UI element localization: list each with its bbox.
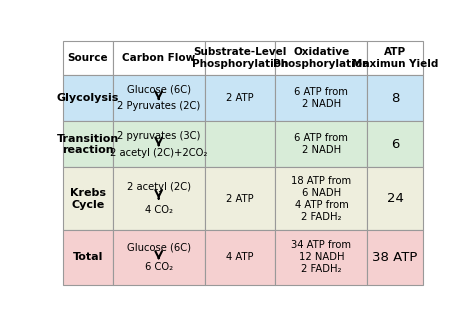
Text: 2 pyruvates (3C): 2 pyruvates (3C)	[117, 131, 201, 141]
Text: 34 ATP from
12 NADH
2 FADH₂: 34 ATP from 12 NADH 2 FADH₂	[292, 241, 351, 275]
Text: 24: 24	[387, 192, 403, 205]
Bar	[63, 121, 113, 168]
Text: Glycolysis: Glycolysis	[56, 93, 119, 103]
Bar	[205, 121, 275, 168]
Text: Oxidative
Phosphorylation: Oxidative Phosphorylation	[273, 47, 370, 69]
Text: 2 Pyruvates (2C): 2 Pyruvates (2C)	[117, 101, 201, 111]
Bar	[275, 168, 367, 230]
Text: Glucose (6C): Glucose (6C)	[127, 243, 191, 253]
Bar	[63, 168, 113, 230]
Text: 2 acetyl (2C)+2CO₂: 2 acetyl (2C)+2CO₂	[110, 148, 207, 158]
Bar	[275, 75, 367, 121]
Text: 18 ATP from
6 NADH
4 ATP from
2 FADH₂: 18 ATP from 6 NADH 4 ATP from 2 FADH₂	[292, 176, 352, 222]
Bar	[113, 168, 205, 230]
Text: Total: Total	[73, 253, 103, 263]
Bar	[275, 230, 367, 285]
Bar	[205, 230, 275, 285]
Bar	[113, 75, 205, 121]
Bar	[205, 168, 275, 230]
Text: Glucose (6C): Glucose (6C)	[127, 85, 191, 95]
Text: 38 ATP: 38 ATP	[373, 251, 418, 264]
Bar	[367, 41, 423, 75]
Text: 4 CO₂: 4 CO₂	[145, 205, 173, 215]
Bar	[275, 121, 367, 168]
Bar	[113, 41, 205, 75]
Text: 8: 8	[391, 92, 400, 105]
Bar	[205, 75, 275, 121]
Text: 2 ATP: 2 ATP	[226, 93, 254, 103]
Bar	[63, 75, 113, 121]
Bar	[63, 230, 113, 285]
Text: ATP
Maximun Yield: ATP Maximun Yield	[352, 47, 438, 69]
Text: 6 CO₂: 6 CO₂	[145, 262, 173, 272]
Text: 6 ATP from
2 NADH: 6 ATP from 2 NADH	[294, 87, 348, 109]
Bar	[367, 121, 423, 168]
Text: Source: Source	[67, 53, 108, 63]
Text: 6 ATP from
2 NADH: 6 ATP from 2 NADH	[294, 133, 348, 155]
Bar	[113, 121, 205, 168]
Text: 4 ATP: 4 ATP	[226, 253, 254, 263]
Bar	[367, 75, 423, 121]
Text: 6: 6	[391, 138, 400, 151]
Bar	[63, 41, 113, 75]
Text: 2 ATP: 2 ATP	[226, 194, 254, 204]
Bar	[367, 230, 423, 285]
Bar	[113, 230, 205, 285]
Text: Substrate-Level
Phosphorylation: Substrate-Level Phosphorylation	[192, 47, 288, 69]
Text: 2 acetyl (2C): 2 acetyl (2C)	[127, 182, 191, 193]
Bar	[367, 168, 423, 230]
Text: Krebs
Cycle: Krebs Cycle	[70, 188, 106, 210]
Text: Carbon Flow: Carbon Flow	[122, 53, 195, 63]
Text: Transition
reaction: Transition reaction	[57, 134, 119, 155]
Bar	[275, 41, 367, 75]
Bar	[205, 41, 275, 75]
